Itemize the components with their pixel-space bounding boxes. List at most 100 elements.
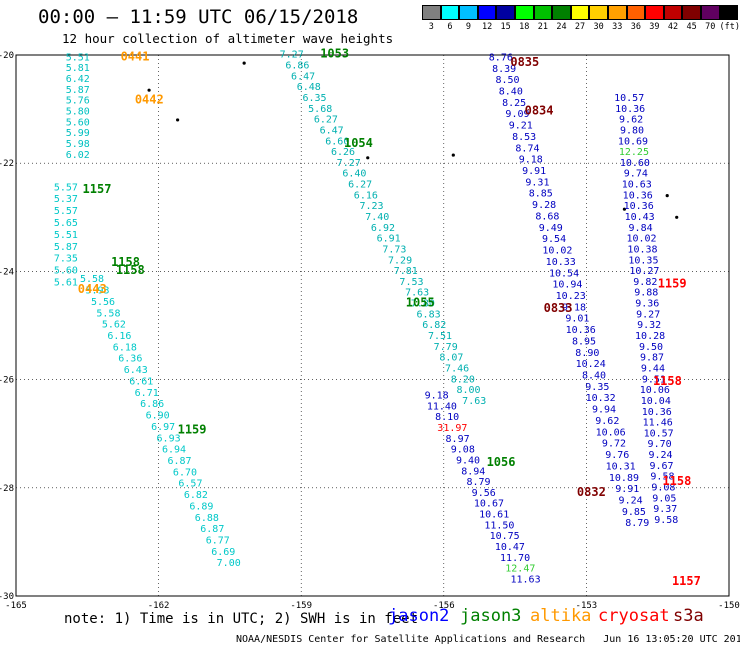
colorbar-label: 24 bbox=[556, 22, 567, 32]
swh-value: 8.85 bbox=[529, 189, 553, 200]
swh-value: 11.70 bbox=[500, 553, 530, 564]
pass-time-label: 1053 bbox=[320, 47, 349, 61]
swh-value: 5.57 bbox=[54, 182, 78, 193]
swh-value: 10.43 bbox=[625, 212, 655, 223]
swh-value: 8.68 bbox=[535, 211, 559, 222]
colorbar-label: 12 bbox=[481, 22, 493, 32]
swh-value: 6.69 bbox=[211, 547, 235, 558]
swh-value: 10.36 bbox=[623, 190, 653, 201]
swh-value: 10.06 bbox=[596, 427, 626, 438]
pass-time-label: 0441 bbox=[121, 49, 150, 63]
swh-value: 6.82 bbox=[184, 490, 208, 501]
colorbar-legend: 3 6 9 12 15 18 21 24 27 30 33 36 39 42 45 70 (ft) bbox=[422, 5, 740, 32]
swh-value: 9.36 bbox=[635, 299, 659, 310]
swh-value: 7.79 bbox=[434, 342, 458, 353]
swh-value: 6.82 bbox=[422, 320, 446, 331]
swh-value: 6.83 bbox=[417, 309, 441, 320]
swh-value: 9.18 bbox=[425, 391, 449, 402]
swh-value: 10.36 bbox=[615, 104, 645, 115]
swh-value: 6.61 bbox=[129, 376, 153, 387]
satellite-legend-cryosat: cryosat bbox=[598, 606, 670, 626]
swh-value: 10.33 bbox=[546, 257, 576, 268]
swh-value: 8.94 bbox=[461, 466, 485, 477]
swh-value: 11.40 bbox=[427, 401, 457, 412]
colorbar-cell: 15 bbox=[496, 5, 515, 32]
swh-value: 9.85 bbox=[622, 507, 646, 518]
colorbar-swatch bbox=[589, 5, 608, 20]
swh-value: 11.50 bbox=[484, 520, 514, 531]
y-tick-label: -20 bbox=[0, 51, 14, 61]
colorbar-cell: 6 bbox=[440, 5, 460, 32]
swh-value: 10.36 bbox=[642, 407, 672, 418]
colorbar-label: 15 bbox=[500, 22, 511, 32]
swh-value: 7.80 bbox=[411, 299, 435, 310]
swh-value: 10.06 bbox=[640, 385, 670, 396]
swh-value: 9.18 bbox=[519, 155, 543, 166]
colorbar-cell: 39 bbox=[645, 5, 664, 32]
satellite-legend-s3a: s3a bbox=[673, 606, 704, 626]
swh-value: 6.60 bbox=[325, 136, 349, 147]
satellite-legend-jason2: jason2 bbox=[388, 606, 450, 626]
swh-value: 10.60 bbox=[620, 158, 650, 169]
pass-time-label: 0443 bbox=[78, 282, 107, 296]
swh-value: 10.69 bbox=[618, 136, 648, 147]
swh-value: 6.77 bbox=[206, 536, 230, 547]
swh-value: 6.48 bbox=[297, 82, 321, 93]
swh-value: 8.97 bbox=[446, 434, 470, 445]
swh-value: 7.46 bbox=[445, 363, 469, 374]
swh-value: 10.36 bbox=[624, 201, 654, 212]
swh-value: 6.89 bbox=[189, 501, 213, 512]
swh-value: 8.40 bbox=[499, 86, 523, 97]
swh-value: 10.28 bbox=[635, 331, 665, 342]
pass-time-label: 0835 bbox=[510, 55, 539, 69]
swh-value: 11.46 bbox=[643, 418, 673, 429]
island-marker bbox=[675, 215, 679, 219]
swh-value: 10.89 bbox=[609, 473, 639, 484]
y-tick-label: -24 bbox=[0, 267, 14, 277]
swh-value: 10.61 bbox=[479, 510, 509, 521]
swh-value: 9.80 bbox=[620, 125, 644, 136]
colorbar-cell: 27 bbox=[570, 5, 590, 32]
swh-value: 5.99 bbox=[66, 128, 90, 139]
swh-value: 9.72 bbox=[602, 439, 626, 450]
colorbar-label: 30 bbox=[593, 22, 604, 32]
swh-value: 31.97 bbox=[437, 423, 467, 434]
swh-value: 9.44 bbox=[641, 363, 665, 374]
pass-time-label: 0442 bbox=[135, 93, 164, 107]
colorbar-cell: 45 bbox=[682, 5, 701, 32]
swh-value: 5.60 bbox=[54, 266, 78, 277]
swh-value: 9.35 bbox=[585, 382, 609, 393]
colorbar-label: 6 bbox=[447, 22, 453, 32]
swh-value: 8.79 bbox=[466, 477, 490, 488]
swh-value: 8.25 bbox=[502, 98, 526, 109]
colorbar-label: 27 bbox=[574, 22, 586, 32]
swh-value: 6.02 bbox=[66, 150, 90, 161]
swh-value: 9.27 bbox=[636, 309, 660, 320]
pass-time-label: 1158 bbox=[116, 263, 145, 277]
swh-value: 5.51 bbox=[54, 230, 78, 241]
swh-value: 8.74 bbox=[515, 143, 539, 154]
colorbar-label: 70 bbox=[705, 22, 716, 32]
swh-value: 10.35 bbox=[628, 255, 658, 266]
footer-credit: NOAA/NESDIS Center for Satellite Applica… bbox=[236, 634, 740, 645]
swh-value: 9.24 bbox=[619, 495, 643, 506]
swh-value: 9.05 bbox=[652, 493, 676, 504]
swh-value: 5.60 bbox=[66, 117, 90, 128]
swh-value: 6.71 bbox=[135, 388, 159, 399]
swh-value: 10.36 bbox=[566, 325, 596, 336]
island-marker bbox=[366, 156, 370, 160]
swh-value: 9.62 bbox=[619, 115, 643, 126]
swh-value: 5.51 bbox=[66, 52, 90, 63]
swh-value: 8.39 bbox=[492, 64, 516, 75]
colorbar-cell: 33 bbox=[607, 5, 627, 32]
swh-value: 6.27 bbox=[348, 180, 372, 191]
colorbar-swatch bbox=[719, 5, 739, 20]
pass-time-label: 1158 bbox=[653, 374, 682, 388]
y-tick-label: -26 bbox=[0, 376, 14, 386]
swh-value: 11.63 bbox=[511, 574, 541, 585]
colorbar-swatch bbox=[496, 5, 515, 20]
colorbar-cell: 9 bbox=[459, 5, 478, 32]
colorbar-label: 3 bbox=[428, 22, 434, 32]
pass-time-label: 1157 bbox=[672, 574, 701, 588]
swh-value: 6.93 bbox=[157, 433, 181, 444]
